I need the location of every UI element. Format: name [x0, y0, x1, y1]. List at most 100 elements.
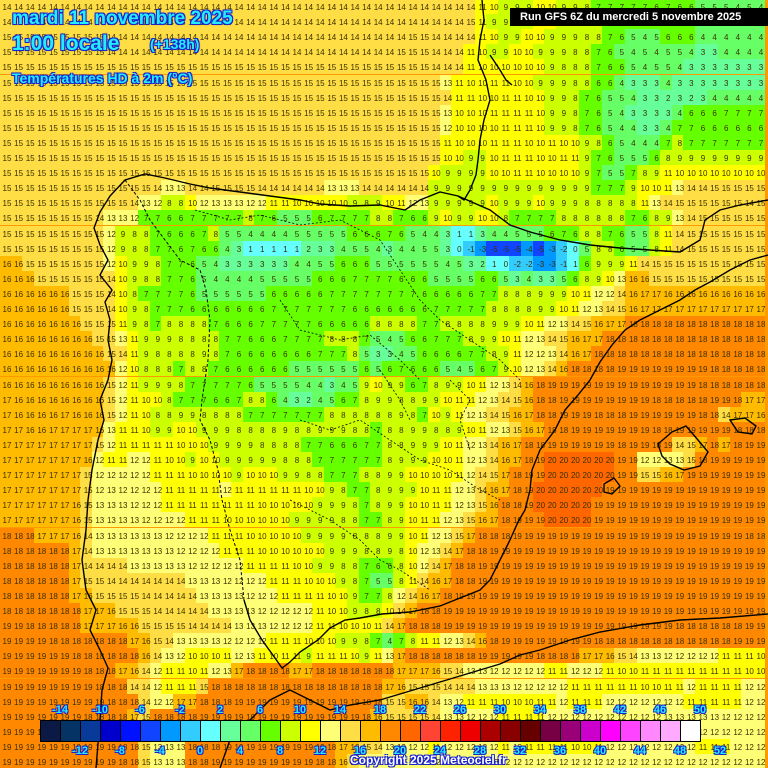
- temperature-value: -1: [558, 260, 570, 269]
- temperature-value: 16: [47, 290, 59, 299]
- temperature-value: 10: [488, 170, 500, 178]
- temperature-value: 14: [256, 49, 268, 57]
- temperature-value: 14: [303, 185, 315, 193]
- temperature-value: 15: [372, 64, 384, 72]
- temperature-value: 15: [187, 155, 199, 163]
- temperature-value: 9: [662, 215, 674, 223]
- temperature-value: 10: [326, 200, 338, 208]
- temperature-value: 7: [152, 215, 164, 223]
- temperature-value: 15: [36, 200, 48, 208]
- temperature-value: 10: [337, 200, 349, 208]
- field-cell: [184, 14, 197, 30]
- temperature-value: 13: [337, 185, 349, 193]
- temperature-value: 7: [221, 336, 233, 344]
- temperature-value: 10: [651, 185, 663, 193]
- temperature-value: 14: [326, 49, 338, 57]
- temperature-value: 11: [453, 79, 465, 88]
- field-cell: [138, 14, 151, 30]
- temperature-value: 7: [140, 290, 152, 299]
- temperature-value: 15: [94, 275, 106, 284]
- field-cell: [207, 14, 220, 30]
- temperature-value: 7: [627, 170, 639, 178]
- temperature-value: 5: [639, 155, 651, 163]
- temperature-value: 13: [442, 109, 454, 118]
- temperature-value: 15: [24, 245, 36, 254]
- temperature-value: 7: [465, 306, 477, 314]
- temperature-value: 15: [326, 64, 338, 72]
- temperature-value: 15: [24, 230, 36, 239]
- temperature-value: 15: [245, 185, 257, 193]
- temperature-value: 6: [291, 290, 303, 299]
- temperature-value: 5: [349, 245, 361, 254]
- temperature-value: 7: [430, 336, 442, 344]
- temperature-value: 7: [581, 124, 593, 133]
- temperature-value: 14: [337, 49, 349, 57]
- temperature-value: 4: [616, 124, 628, 133]
- temperature-value: 15: [709, 245, 721, 254]
- temperature-value: 7: [326, 351, 338, 359]
- field-cell: [0, 14, 11, 30]
- temperature-value: 8: [569, 109, 581, 118]
- temperature-value: 18: [743, 321, 755, 329]
- field-cell: [532, 29, 545, 45]
- temperature-value: 10: [488, 64, 500, 72]
- temperature-value: 8: [187, 351, 199, 359]
- temperature-value: 15: [1, 124, 13, 133]
- temperature-value: 15: [94, 290, 106, 299]
- temperature-value: 8: [372, 321, 384, 329]
- field-cell: [45, 29, 58, 45]
- temperature-value: 15: [36, 230, 48, 239]
- temperature-value: 16: [59, 351, 71, 359]
- temperature-value: 12: [593, 290, 605, 299]
- temperature-value: 15: [291, 170, 303, 178]
- temperature-value: 11: [395, 200, 407, 208]
- temperature-value: 16: [13, 351, 25, 359]
- temperature-value: 13: [593, 306, 605, 314]
- temperature-value: 16: [94, 366, 106, 374]
- temperature-value: 4: [651, 139, 663, 148]
- temperature-value: 9: [535, 185, 547, 193]
- temperature-value: 15: [291, 109, 303, 118]
- temperature-value: 10: [569, 139, 581, 148]
- temperature-value: 11: [465, 94, 477, 103]
- temperature-value: 7: [604, 230, 616, 239]
- temperature-value: 15: [140, 155, 152, 163]
- temperature-value: 4: [662, 124, 674, 133]
- temperature-value: 8: [210, 230, 222, 239]
- temperature-value: 8: [129, 290, 141, 299]
- temperature-value: 7: [256, 215, 268, 223]
- temperature-value: 15: [36, 170, 48, 178]
- temperature-value: 14: [546, 366, 558, 374]
- temperature-value: 15: [337, 79, 349, 88]
- temperature-value: 11: [500, 139, 512, 148]
- temperature-value: 6: [361, 366, 373, 374]
- temperature-value: 3: [743, 79, 755, 88]
- temperature-value: 15: [163, 170, 175, 178]
- temperature-value: 12: [535, 351, 547, 359]
- temperature-value: 9: [488, 185, 500, 193]
- field-cell: [242, 14, 255, 30]
- temperature-value: 7: [593, 49, 605, 57]
- temperature-value: 18: [651, 336, 663, 344]
- temperature-value: 15: [674, 200, 686, 208]
- field-cell: [277, 14, 290, 30]
- temperature-value: 11: [627, 260, 639, 269]
- temperature-value: 15: [430, 124, 442, 133]
- temperature-value: 14: [384, 4, 396, 12]
- temperature-value: 5: [558, 275, 570, 284]
- temperature-value: 15: [743, 230, 755, 239]
- temperature-value: 9: [535, 306, 547, 314]
- temperature-value: 8: [140, 230, 152, 239]
- temperature-value: 8: [372, 215, 384, 223]
- field-cell: [68, 0, 81, 14]
- temperature-value: 15: [210, 109, 222, 118]
- field-cell: [277, 0, 290, 14]
- temperature-value: 7: [303, 321, 315, 329]
- temperature-value: 15: [71, 306, 83, 314]
- temperature-value: 8: [465, 336, 477, 344]
- temperature-value: -5: [535, 245, 547, 254]
- field-cell: [428, 29, 441, 45]
- temperature-value: 16: [13, 260, 25, 269]
- temperature-value: 10: [535, 34, 547, 42]
